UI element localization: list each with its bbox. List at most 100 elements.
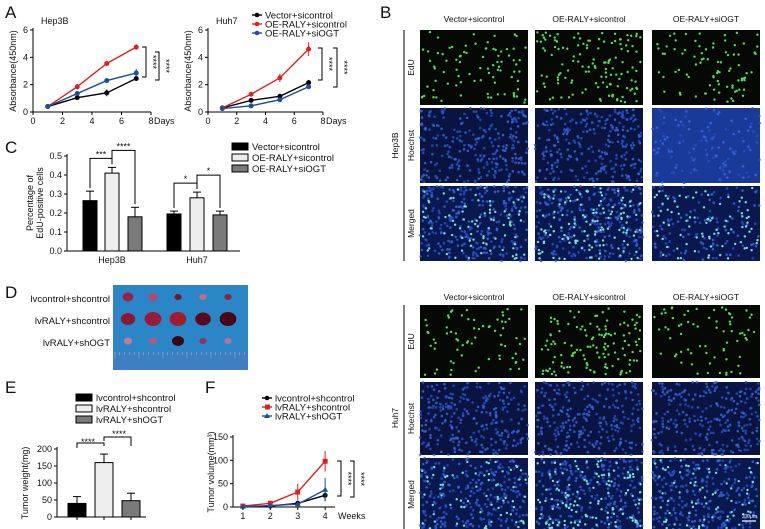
edu-cell <box>487 461 490 465</box>
nucleus <box>491 167 494 170</box>
edu-cell <box>452 196 455 200</box>
nucleus <box>672 499 676 503</box>
nucleus <box>466 474 469 478</box>
tumor <box>169 312 187 326</box>
nucleus <box>450 415 454 418</box>
edu-cell <box>715 71 719 75</box>
nucleus <box>439 245 442 248</box>
edu-cell <box>426 476 429 479</box>
edu-cell <box>432 512 435 516</box>
nucleus <box>482 436 486 439</box>
nucleus <box>668 240 671 243</box>
nucleus <box>630 453 633 457</box>
nucleus <box>564 197 568 200</box>
nucleus <box>660 394 663 398</box>
nucleus <box>611 494 614 498</box>
edu-cell <box>573 222 576 225</box>
nucleus <box>564 190 567 193</box>
nucleus <box>458 174 462 178</box>
edu-cell <box>508 213 511 216</box>
nucleus <box>509 215 513 218</box>
nucleus <box>606 188 610 191</box>
nucleus <box>730 439 734 442</box>
edu-cell <box>604 363 607 366</box>
edu-cell <box>551 521 555 525</box>
nucleus <box>574 469 578 473</box>
nucleus <box>558 240 562 244</box>
edu-cell <box>576 239 579 243</box>
edu-cell <box>575 348 579 352</box>
nucleus <box>443 221 447 225</box>
nucleus <box>477 504 481 507</box>
nucleus <box>556 498 560 502</box>
nucleus <box>432 388 436 391</box>
nucleus <box>442 516 446 519</box>
nucleus <box>717 146 721 149</box>
nucleus <box>498 169 501 172</box>
nucleus <box>587 410 591 414</box>
edu-cell <box>573 218 576 221</box>
nucleus <box>754 410 758 414</box>
nucleus <box>432 415 436 419</box>
nucleus <box>547 138 551 142</box>
image-background <box>652 305 760 378</box>
nucleus <box>510 518 514 522</box>
edu-cell <box>661 467 665 470</box>
nucleus <box>667 389 670 393</box>
nucleus <box>500 238 504 241</box>
nucleus <box>635 465 639 469</box>
nucleus <box>426 254 430 258</box>
nucleus <box>733 481 737 484</box>
nucleus <box>619 164 623 167</box>
nucleus <box>429 394 433 398</box>
nucleus <box>755 134 759 138</box>
edu-cell <box>621 196 625 200</box>
nucleus <box>753 222 757 225</box>
edu-cell <box>616 85 620 88</box>
nucleus <box>560 229 563 233</box>
edu-cell <box>613 351 617 354</box>
edu-cell <box>715 320 718 323</box>
nucleus <box>504 488 507 492</box>
nucleus <box>690 406 694 409</box>
nucleus <box>555 115 559 118</box>
edu-cell <box>717 231 720 235</box>
nucleus <box>461 206 465 210</box>
nucleus <box>487 256 491 260</box>
nucleus <box>617 214 621 218</box>
nucleus <box>441 405 445 408</box>
nucleus <box>692 168 696 171</box>
nucleus <box>730 408 734 412</box>
nucleus <box>703 237 706 240</box>
nucleus <box>525 140 528 143</box>
edu-cell <box>487 96 490 99</box>
edu-cell <box>465 308 469 312</box>
micrograph-hoechst <box>533 380 644 457</box>
nucleus <box>524 191 528 194</box>
nucleus <box>655 465 658 469</box>
edu-cell <box>512 95 516 98</box>
nucleus <box>579 184 582 188</box>
nucleus <box>572 199 575 203</box>
edu-cell <box>742 42 746 45</box>
nucleus <box>625 109 628 112</box>
nucleus <box>454 235 457 239</box>
nucleus <box>552 408 555 412</box>
edu-cell <box>550 526 554 529</box>
nucleus <box>687 151 691 154</box>
edu-cell <box>487 357 490 361</box>
edu-cell <box>589 322 592 325</box>
edu-cell <box>599 99 602 102</box>
nucleus <box>609 521 613 524</box>
nucleus <box>731 469 734 472</box>
nucleus <box>540 237 543 241</box>
nucleus <box>599 255 602 259</box>
bar <box>166 213 182 252</box>
nucleus <box>546 235 550 238</box>
edu-cell <box>618 228 621 232</box>
nucleus <box>722 141 725 144</box>
edu-cell <box>621 60 624 64</box>
nucleus <box>423 161 427 165</box>
nucleus <box>455 178 459 182</box>
edu-cell <box>548 367 552 370</box>
